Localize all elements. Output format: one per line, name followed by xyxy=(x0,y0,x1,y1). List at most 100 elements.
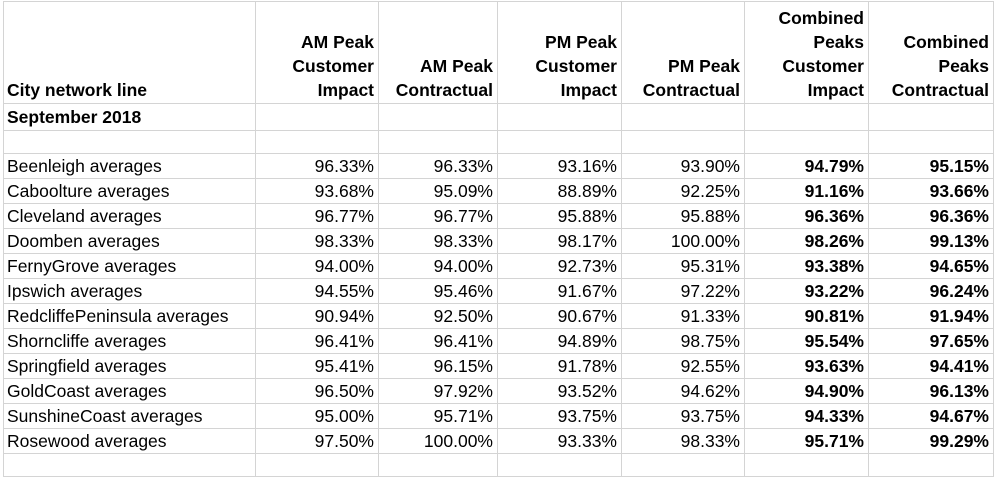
value-cell[interactable]: 94.41% xyxy=(868,353,994,379)
value-cell[interactable]: 98.75% xyxy=(621,328,745,354)
value-cell[interactable]: 92.73% xyxy=(497,253,622,279)
value-cell[interactable]: 93.52% xyxy=(497,378,622,404)
value-cell[interactable]: 96.50% xyxy=(255,378,379,404)
value-cell[interactable]: 96.33% xyxy=(255,153,379,179)
line-name-cell[interactable]: Cleveland averages xyxy=(3,203,256,229)
empty-cell[interactable] xyxy=(868,453,994,477)
value-cell[interactable]: 95.54% xyxy=(744,328,869,354)
value-cell[interactable]: 96.36% xyxy=(868,203,994,229)
empty-cell[interactable] xyxy=(868,130,994,154)
value-cell[interactable]: 94.62% xyxy=(621,378,745,404)
value-cell[interactable]: 91.94% xyxy=(868,303,994,329)
value-cell[interactable]: 95.41% xyxy=(255,353,379,379)
value-cell[interactable]: 95.31% xyxy=(621,253,745,279)
value-cell[interactable]: 99.13% xyxy=(868,228,994,254)
header-city-network-line[interactable]: City network line xyxy=(3,1,256,104)
value-cell[interactable]: 97.22% xyxy=(621,278,745,304)
value-cell[interactable]: 88.89% xyxy=(497,178,622,204)
empty-cell[interactable] xyxy=(255,103,379,131)
value-cell[interactable]: 95.00% xyxy=(255,403,379,429)
value-cell[interactable]: 93.22% xyxy=(744,278,869,304)
value-cell[interactable]: 100.00% xyxy=(378,428,498,454)
value-cell[interactable]: 95.15% xyxy=(868,153,994,179)
value-cell[interactable]: 96.15% xyxy=(378,353,498,379)
value-cell[interactable]: 98.33% xyxy=(255,228,379,254)
value-cell[interactable]: 99.29% xyxy=(868,428,994,454)
value-cell[interactable]: 92.50% xyxy=(378,303,498,329)
value-cell[interactable]: 95.88% xyxy=(621,203,745,229)
value-cell[interactable]: 92.25% xyxy=(621,178,745,204)
value-cell[interactable]: 96.33% xyxy=(378,153,498,179)
value-cell[interactable]: 94.79% xyxy=(744,153,869,179)
value-cell[interactable]: 94.89% xyxy=(497,328,622,354)
value-cell[interactable]: 95.71% xyxy=(744,428,869,454)
value-cell[interactable]: 93.63% xyxy=(744,353,869,379)
value-cell[interactable]: 94.65% xyxy=(868,253,994,279)
empty-cell[interactable] xyxy=(621,103,745,131)
value-cell[interactable]: 98.33% xyxy=(621,428,745,454)
header-pm-peak-contractual[interactable]: PM Peak Contractual xyxy=(621,1,745,104)
line-name-cell[interactable]: GoldCoast averages xyxy=(3,378,256,404)
value-cell[interactable]: 100.00% xyxy=(621,228,745,254)
value-cell[interactable]: 95.88% xyxy=(497,203,622,229)
header-am-peak-customer-impact[interactable]: AM Peak Customer Impact xyxy=(255,1,379,104)
line-name-cell[interactable]: Shorncliffe averages xyxy=(3,328,256,354)
value-cell[interactable]: 98.33% xyxy=(378,228,498,254)
value-cell[interactable]: 91.16% xyxy=(744,178,869,204)
line-name-cell[interactable]: Ipswich averages xyxy=(3,278,256,304)
empty-cell[interactable] xyxy=(621,453,745,477)
value-cell[interactable]: 90.94% xyxy=(255,303,379,329)
line-name-cell[interactable]: Doomben averages xyxy=(3,228,256,254)
value-cell[interactable]: 96.77% xyxy=(378,203,498,229)
empty-cell[interactable] xyxy=(378,130,498,154)
value-cell[interactable]: 95.09% xyxy=(378,178,498,204)
value-cell[interactable]: 93.16% xyxy=(497,153,622,179)
empty-cell[interactable] xyxy=(744,130,869,154)
value-cell[interactable]: 94.00% xyxy=(255,253,379,279)
value-cell[interactable]: 97.50% xyxy=(255,428,379,454)
value-cell[interactable]: 93.33% xyxy=(497,428,622,454)
empty-cell[interactable] xyxy=(497,453,622,477)
value-cell[interactable]: 93.68% xyxy=(255,178,379,204)
value-cell[interactable]: 91.78% xyxy=(497,353,622,379)
value-cell[interactable]: 93.66% xyxy=(868,178,994,204)
header-pm-peak-customer-impact[interactable]: PM Peak Customer Impact xyxy=(497,1,622,104)
line-name-cell[interactable]: Beenleigh averages xyxy=(3,153,256,179)
value-cell[interactable]: 98.26% xyxy=(744,228,869,254)
empty-cell[interactable] xyxy=(868,103,994,131)
header-am-peak-contractual[interactable]: AM Peak Contractual xyxy=(378,1,498,104)
empty-cell[interactable] xyxy=(255,130,379,154)
line-name-cell[interactable]: Caboolture averages xyxy=(3,178,256,204)
empty-cell[interactable] xyxy=(378,103,498,131)
value-cell[interactable]: 90.81% xyxy=(744,303,869,329)
empty-cell[interactable] xyxy=(3,453,256,477)
value-cell[interactable]: 91.67% xyxy=(497,278,622,304)
value-cell[interactable]: 98.17% xyxy=(497,228,622,254)
period-label[interactable]: September 2018 xyxy=(3,103,256,131)
value-cell[interactable]: 94.00% xyxy=(378,253,498,279)
header-combined-customer-impact[interactable]: Combined Peaks Customer Impact xyxy=(744,1,869,104)
value-cell[interactable]: 92.55% xyxy=(621,353,745,379)
line-name-cell[interactable]: RedcliffePeninsula averages xyxy=(3,303,256,329)
value-cell[interactable]: 96.13% xyxy=(868,378,994,404)
value-cell[interactable]: 95.46% xyxy=(378,278,498,304)
value-cell[interactable]: 95.71% xyxy=(378,403,498,429)
line-name-cell[interactable]: FernyGrove averages xyxy=(3,253,256,279)
value-cell[interactable]: 96.36% xyxy=(744,203,869,229)
empty-cell[interactable] xyxy=(497,130,622,154)
value-cell[interactable]: 90.67% xyxy=(497,303,622,329)
value-cell[interactable]: 94.90% xyxy=(744,378,869,404)
empty-cell[interactable] xyxy=(621,130,745,154)
value-cell[interactable]: 91.33% xyxy=(621,303,745,329)
value-cell[interactable]: 97.92% xyxy=(378,378,498,404)
value-cell[interactable]: 94.33% xyxy=(744,403,869,429)
line-name-cell[interactable]: SunshineCoast averages xyxy=(3,403,256,429)
value-cell[interactable]: 96.41% xyxy=(378,328,498,354)
value-cell[interactable]: 96.24% xyxy=(868,278,994,304)
value-cell[interactable]: 97.65% xyxy=(868,328,994,354)
value-cell[interactable]: 93.38% xyxy=(744,253,869,279)
line-name-cell[interactable]: Rosewood averages xyxy=(3,428,256,454)
value-cell[interactable]: 96.41% xyxy=(255,328,379,354)
value-cell[interactable]: 93.75% xyxy=(497,403,622,429)
value-cell[interactable]: 93.90% xyxy=(621,153,745,179)
